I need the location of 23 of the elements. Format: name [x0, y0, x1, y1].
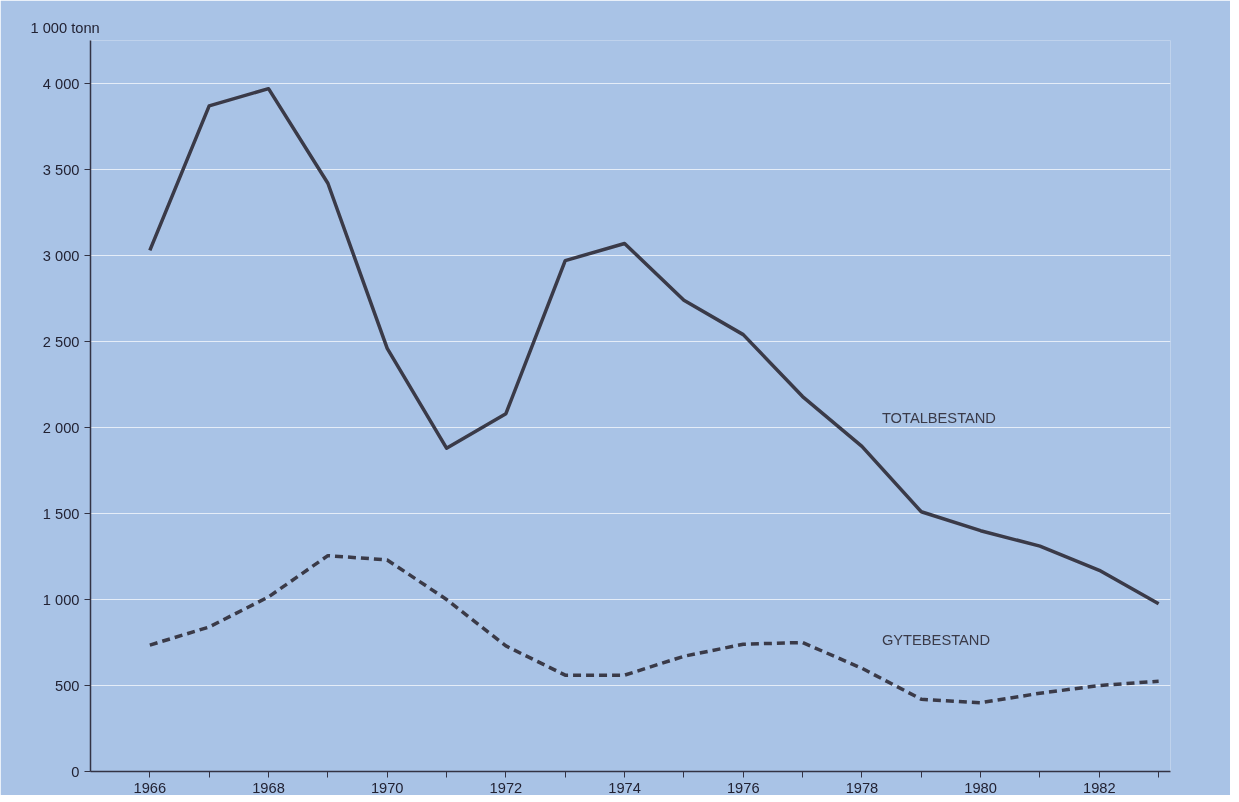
y-tick-label: 4 000 [42, 75, 80, 92]
x-tick-label: 1976 [726, 779, 760, 796]
y-tick-label: 1 000 [42, 591, 80, 608]
x-tick-label: 1972 [489, 779, 523, 796]
x-tick-label: 1980 [964, 779, 997, 796]
series-label: TOTALBESTAND [881, 410, 996, 427]
y-tick-label: 3 500 [42, 161, 80, 178]
y-tick-label: 500 [55, 677, 80, 694]
y-tick-label: 0 [71, 763, 80, 780]
x-tick-label: 1974 [608, 779, 641, 796]
y-axis-title: 1 000 tonn [30, 19, 100, 36]
x-tick-label: 1966 [133, 779, 167, 796]
line-series [148, 86, 1161, 606]
x-tick-label: 1982 [1082, 779, 1116, 796]
x-tick-label: 1970 [370, 779, 404, 796]
series-label: GYTEBESTAND [881, 632, 990, 649]
y-tick-label: 2 500 [42, 333, 80, 350]
y-tick-label: 3 000 [42, 247, 80, 264]
x-tick-label: 1968 [252, 779, 285, 796]
x-tick-label: 1978 [845, 779, 879, 796]
y-tick-label: 2 000 [42, 419, 80, 436]
y-tick-label: 1 500 [42, 505, 80, 522]
line-series [148, 553, 1161, 705]
